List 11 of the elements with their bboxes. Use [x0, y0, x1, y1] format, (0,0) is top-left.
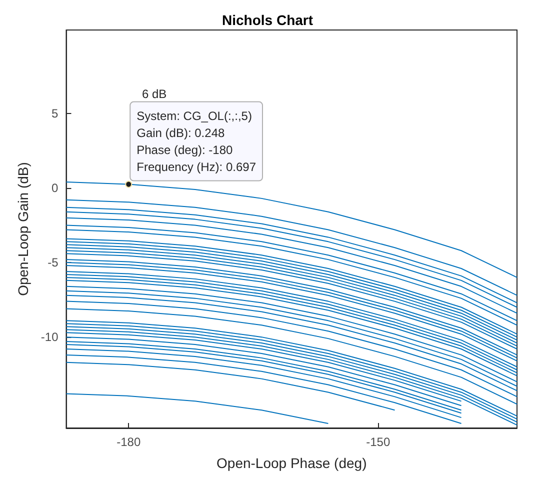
x-tick-label: -150 — [366, 435, 390, 449]
x-tick-label: -180 — [116, 435, 141, 449]
y-tick-label: 0 — [52, 181, 59, 196]
annotation: System: CG_OL(:,:,5) Gain (dB): 0.248 Phase (deg): -180 Frequency (Hz): 0.697 — [136, 108, 256, 174]
y-tick-label: -5 — [48, 256, 59, 270]
x-axis-title: Open-Loop Phase (deg) — [216, 455, 367, 471]
y-tick-label: 5 — [52, 106, 59, 120]
y-axis-title: Open-Loop Gain (dB) — [15, 162, 31, 296]
y-tick-label: -10 — [40, 330, 59, 344]
annotation: 6 dB — [142, 87, 167, 101]
chart-title: Nichols Chart — [222, 12, 314, 28]
